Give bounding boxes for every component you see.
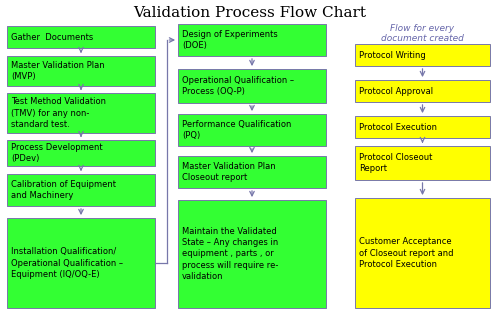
FancyBboxPatch shape	[7, 56, 155, 86]
Text: Operational Qualification –
Process (OQ-P): Operational Qualification – Process (OQ-…	[182, 76, 294, 96]
FancyBboxPatch shape	[7, 26, 155, 48]
FancyBboxPatch shape	[7, 218, 155, 308]
FancyBboxPatch shape	[355, 146, 490, 180]
Text: Installation Qualification/
Operational Qualification –
Equipment (IQ/OQ-E): Installation Qualification/ Operational …	[11, 247, 123, 279]
Text: Master Validation Plan
Closeout report: Master Validation Plan Closeout report	[182, 162, 276, 182]
FancyBboxPatch shape	[178, 114, 326, 146]
FancyBboxPatch shape	[178, 156, 326, 188]
FancyBboxPatch shape	[178, 69, 326, 103]
Text: Design of Experiments
(DOE): Design of Experiments (DOE)	[182, 30, 278, 50]
Text: Validation Process Flow Chart: Validation Process Flow Chart	[134, 6, 366, 20]
Text: Performance Qualification
(PQ): Performance Qualification (PQ)	[182, 120, 292, 140]
Text: Calibration of Equipment
and Machinery: Calibration of Equipment and Machinery	[11, 180, 116, 200]
Text: Protocol Execution: Protocol Execution	[359, 122, 437, 132]
Text: Master Validation Plan
(MVP): Master Validation Plan (MVP)	[11, 61, 104, 81]
FancyBboxPatch shape	[7, 140, 155, 166]
Text: Protocol Approval: Protocol Approval	[359, 86, 433, 95]
Text: Customer Acceptance
of Closeout report and
Protocol Execution: Customer Acceptance of Closeout report a…	[359, 238, 454, 269]
Text: Process Development
(PDev): Process Development (PDev)	[11, 143, 102, 163]
Text: Maintain the Validated
State – Any changes in
equipment , parts , or
process wil: Maintain the Validated State – Any chang…	[182, 227, 278, 281]
FancyBboxPatch shape	[355, 44, 490, 66]
FancyBboxPatch shape	[355, 198, 490, 308]
FancyBboxPatch shape	[355, 116, 490, 138]
Text: Flow for every
document created: Flow for every document created	[381, 24, 464, 43]
Text: Protocol Closeout
Report: Protocol Closeout Report	[359, 153, 432, 173]
FancyBboxPatch shape	[355, 80, 490, 102]
FancyBboxPatch shape	[178, 24, 326, 56]
Text: Protocol Writing: Protocol Writing	[359, 51, 426, 59]
Text: Test Method Validation
(TMV) for any non-
standard test.: Test Method Validation (TMV) for any non…	[11, 97, 106, 128]
FancyBboxPatch shape	[7, 174, 155, 206]
FancyBboxPatch shape	[178, 200, 326, 308]
Text: Gather  Documents: Gather Documents	[11, 32, 93, 42]
FancyBboxPatch shape	[7, 93, 155, 133]
